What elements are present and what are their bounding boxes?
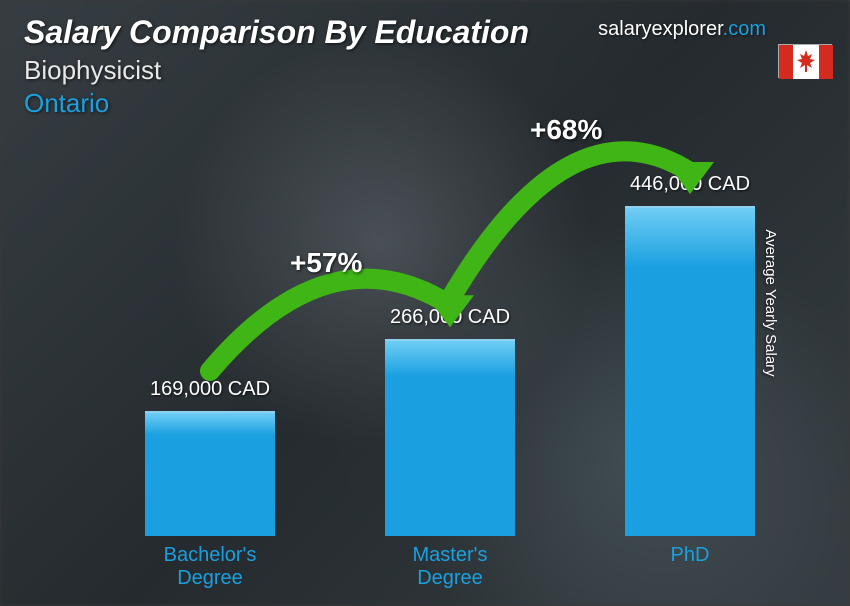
canada-flag-icon <box>778 44 832 78</box>
chart-subtitle: Biophysicist <box>24 55 529 86</box>
header: Salary Comparison By Education Biophysic… <box>24 14 529 119</box>
bar-group: 266,000 CADMaster's Degree <box>355 306 545 536</box>
watermark-brand: salaryexplorer <box>598 18 723 40</box>
bar <box>385 339 515 536</box>
bar-group: 169,000 CADBachelor's Degree <box>115 378 305 536</box>
bar <box>625 206 755 536</box>
bar-group: 446,000 CADPhD <box>595 173 785 536</box>
bar-value-label: 169,000 CAD <box>150 378 270 401</box>
bar-value-label: 266,000 CAD <box>390 306 510 329</box>
chart-location: Ontario <box>24 88 529 119</box>
bar-category-label: PhD <box>671 544 710 567</box>
watermark: salaryexplorer.com <box>598 18 766 41</box>
bar-category-label: Bachelor's Degree <box>164 544 257 590</box>
bar <box>145 411 275 536</box>
bar-chart: 169,000 CADBachelor's Degree 266,000 CADM… <box>40 120 790 536</box>
chart-title: Salary Comparison By Education <box>24 14 529 51</box>
bar-value-label: 446,000 CAD <box>630 173 750 196</box>
watermark-domain: .com <box>723 18 766 40</box>
percent-increase-label: +68% <box>530 114 602 146</box>
percent-increase-label: +57% <box>290 247 362 279</box>
infographic-content: Salary Comparison By Education Biophysic… <box>0 0 850 606</box>
bar-category-label: Master's Degree <box>413 544 488 590</box>
